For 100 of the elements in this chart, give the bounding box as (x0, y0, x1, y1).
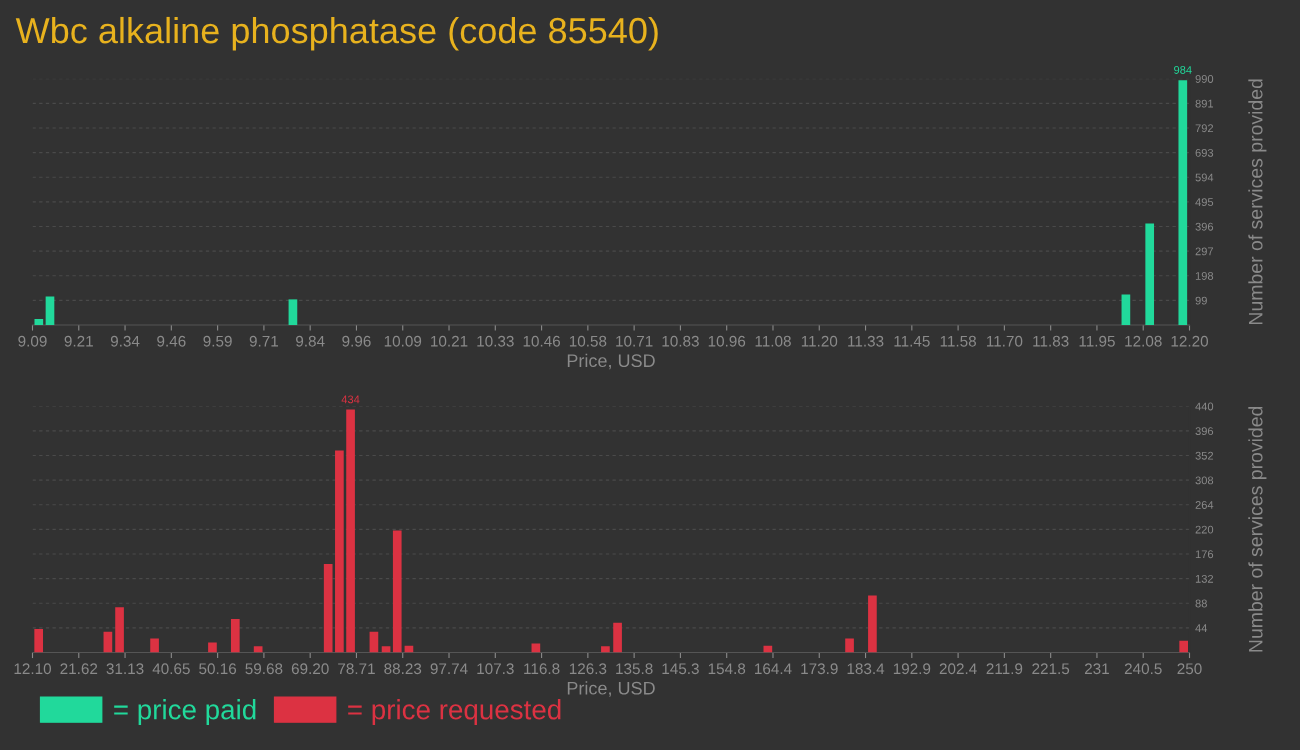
y-tick-label: 594 (1195, 173, 1214, 182)
x-tick-label: 10.46 (523, 335, 561, 347)
legend-label: = price requested (348, 699, 561, 725)
x-tick-label: 9.09 (18, 335, 47, 347)
x-tick-label: 12.08 (1125, 335, 1162, 347)
x-tick-label: 240.5 (1124, 663, 1162, 675)
x-tick-label: 11.45 (894, 335, 930, 347)
y-tick-label: 891 (1195, 99, 1214, 108)
bar (34, 319, 44, 325)
bar (335, 450, 344, 653)
x-tick-label: 10.71 (616, 335, 653, 347)
x-tick-label: 97.74 (430, 663, 468, 675)
bar (323, 564, 333, 653)
x-tick-label: 78.71 (338, 663, 375, 675)
x-tick-label: 10.96 (708, 335, 746, 347)
bar (1145, 223, 1155, 325)
bar (34, 628, 44, 653)
x-axis-title: Price, USD (567, 353, 655, 370)
y-axis-title: Number of services provided (1248, 79, 1267, 325)
y-tick-label: 297 (1195, 247, 1214, 256)
x-tick-label: 10.33 (477, 335, 514, 347)
y-tick-label: 495 (1195, 198, 1214, 207)
x-tick-label: 10.83 (662, 335, 699, 347)
x-tick-label: 9.59 (203, 335, 232, 347)
y-tick-label: 176 (1195, 550, 1214, 559)
bar (601, 646, 610, 653)
x-tick-label: 126.3 (569, 663, 607, 675)
y-tick-label: 990 (1195, 75, 1214, 83)
x-tick-label: 10.21 (431, 335, 468, 347)
x-tick-label: 11.20 (801, 335, 838, 347)
x-tick-label: 9.84 (296, 335, 325, 347)
x-tick-label: 21.62 (60, 663, 98, 675)
x-tick-label: 12.10 (14, 663, 52, 675)
bar (150, 638, 159, 653)
y-tick-label: 198 (1195, 272, 1214, 280)
x-tick-label: 9.96 (342, 335, 371, 347)
bar (613, 622, 622, 653)
x-tick-label: 31.13 (106, 663, 144, 675)
bar (392, 530, 402, 653)
x-tick-label: 11.08 (755, 335, 791, 347)
chart-title: Wbc alkaline phosphatase (code 85540) (15, 16, 658, 51)
x-tick-label: 40.65 (152, 663, 190, 675)
x-tick-label: 231 (1084, 663, 1109, 675)
x-tick-label: 116.8 (524, 663, 560, 675)
x-tick-label: 88.23 (384, 663, 422, 675)
y-tick-label: 396 (1195, 427, 1214, 436)
bar (253, 646, 263, 653)
bar (845, 638, 854, 653)
x-tick-label: 11.95 (1079, 335, 1115, 347)
bar (45, 296, 55, 325)
y-tick-label: 440 (1195, 402, 1214, 411)
x-tick-label: 11.58 (940, 335, 976, 347)
x-tick-label: 135.8 (616, 663, 653, 675)
x-tick-label: 50.16 (199, 663, 237, 675)
x-tick-label: 10.58 (569, 335, 607, 347)
x-tick-label: 221.5 (1032, 663, 1070, 675)
y-tick-label: 99 (1195, 296, 1207, 305)
x-tick-label: 107.3 (477, 663, 514, 675)
x-axis-title: Price, USD (567, 681, 655, 697)
data-label: 434 (341, 395, 360, 404)
y-tick-label: 264 (1195, 501, 1214, 509)
bar (208, 642, 217, 653)
x-tick-label: 9.46 (157, 335, 186, 347)
y-tick-label: 308 (1195, 476, 1214, 485)
y-tick-label: 396 (1195, 222, 1214, 231)
y-tick-label: 44 (1195, 624, 1208, 632)
x-tick-label: 11.70 (986, 335, 1023, 347)
legend-label: = price paid (114, 699, 256, 725)
y-tick-label: 352 (1195, 451, 1214, 460)
y-tick-label: 132 (1195, 574, 1214, 583)
x-tick-label: 211.9 (986, 663, 1023, 675)
y-tick-label: 792 (1195, 124, 1214, 133)
bar (230, 618, 240, 653)
x-tick-label: 9.71 (249, 335, 279, 347)
bar (1121, 294, 1131, 325)
bar (1178, 80, 1188, 325)
y-axis-title: Number of services provided (1248, 406, 1267, 652)
x-tick-label: 145.3 (662, 663, 699, 675)
bar (1179, 640, 1188, 653)
bar (346, 409, 355, 653)
x-tick-label: 173.9 (801, 663, 838, 675)
x-tick-label: 192.9 (893, 663, 931, 675)
x-tick-label: 12.20 (1171, 335, 1209, 347)
y-tick-label: 220 (1195, 525, 1214, 534)
x-tick-label: 10.09 (384, 335, 422, 347)
x-tick-label: 154.8 (708, 663, 746, 675)
y-tick-label: 693 (1195, 148, 1214, 157)
x-tick-label: 59.68 (245, 663, 283, 675)
x-tick-label: 69.20 (291, 663, 329, 675)
x-tick-label: 250 (1177, 663, 1202, 675)
bar (868, 595, 877, 653)
x-tick-label: 202.4 (939, 663, 977, 675)
x-tick-label: 164.4 (755, 663, 792, 675)
y-tick-label: 88 (1195, 599, 1207, 608)
x-tick-label: 183.4 (847, 663, 885, 675)
bar (115, 607, 124, 653)
x-tick-label: 11.33 (848, 335, 884, 347)
bar (381, 646, 391, 653)
x-tick-label: 11.83 (1033, 335, 1069, 347)
x-tick-label: 9.34 (110, 335, 140, 347)
